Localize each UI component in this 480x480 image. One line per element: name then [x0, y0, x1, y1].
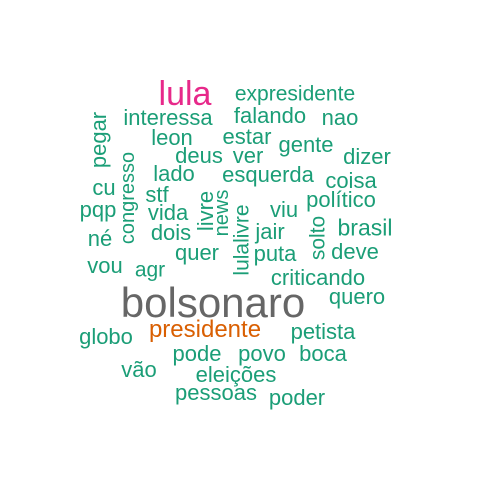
- word-vida: vida: [147, 200, 189, 225]
- word-agr: agr: [134, 258, 166, 282]
- word-puta: puta: [253, 241, 297, 266]
- word-criticando: criticando: [270, 265, 366, 290]
- word-lulalivre: lulalivre: [230, 204, 254, 276]
- word-petista: petista: [290, 319, 356, 344]
- word-pode: pode: [172, 341, 222, 366]
- word-pqp: pqp: [79, 197, 117, 222]
- word-dizer: dizer: [343, 144, 391, 169]
- word-bolsonaro: bolsonaro: [120, 279, 306, 326]
- word-presidente: presidente: [148, 316, 262, 343]
- word-deus: deus: [175, 143, 223, 168]
- word-congresso: congresso: [117, 151, 139, 245]
- word-stf: stf: [145, 182, 169, 207]
- word-quer: quer: [174, 240, 220, 265]
- word-povo: povo: [238, 341, 286, 366]
- word-solto: solto: [306, 215, 330, 261]
- word-ne: né: [87, 226, 113, 251]
- word-lado: lado: [153, 161, 195, 186]
- word-brasil: brasil: [337, 214, 393, 241]
- word-esquerda: esquerda: [222, 162, 314, 187]
- word-coisa: coisa: [325, 168, 377, 193]
- word-lula: lula: [158, 75, 212, 113]
- word-ver: ver: [232, 143, 264, 168]
- word-deve: deve: [331, 239, 379, 264]
- word-news: news: [211, 189, 233, 237]
- word-estar: estar: [222, 124, 272, 149]
- word-expresidente: expresidente: [234, 82, 356, 106]
- word-interessa: interessa: [123, 105, 213, 130]
- word-vao: vão: [121, 357, 157, 382]
- word-poder: poder: [268, 385, 326, 410]
- word-falando: falando: [233, 103, 307, 128]
- word-viu: viu: [269, 197, 299, 222]
- word-leon: leon: [151, 125, 193, 150]
- word-nao: nao: [321, 105, 359, 130]
- word-quero: quero: [328, 284, 386, 309]
- word-politico: político: [306, 187, 376, 212]
- word-pessoas: pessoas: [175, 380, 257, 405]
- word-boca: boca: [299, 341, 347, 366]
- word-pegar: pegar: [86, 111, 111, 169]
- word-eleicoes: eleições: [195, 362, 277, 387]
- word-dois: dois: [150, 220, 192, 245]
- word-gente: gente: [278, 132, 334, 157]
- word-jair: jair: [255, 219, 285, 244]
- word-cu: cu: [92, 175, 116, 200]
- word-vou: vou: [87, 253, 123, 278]
- word-globo: globo: [79, 324, 133, 349]
